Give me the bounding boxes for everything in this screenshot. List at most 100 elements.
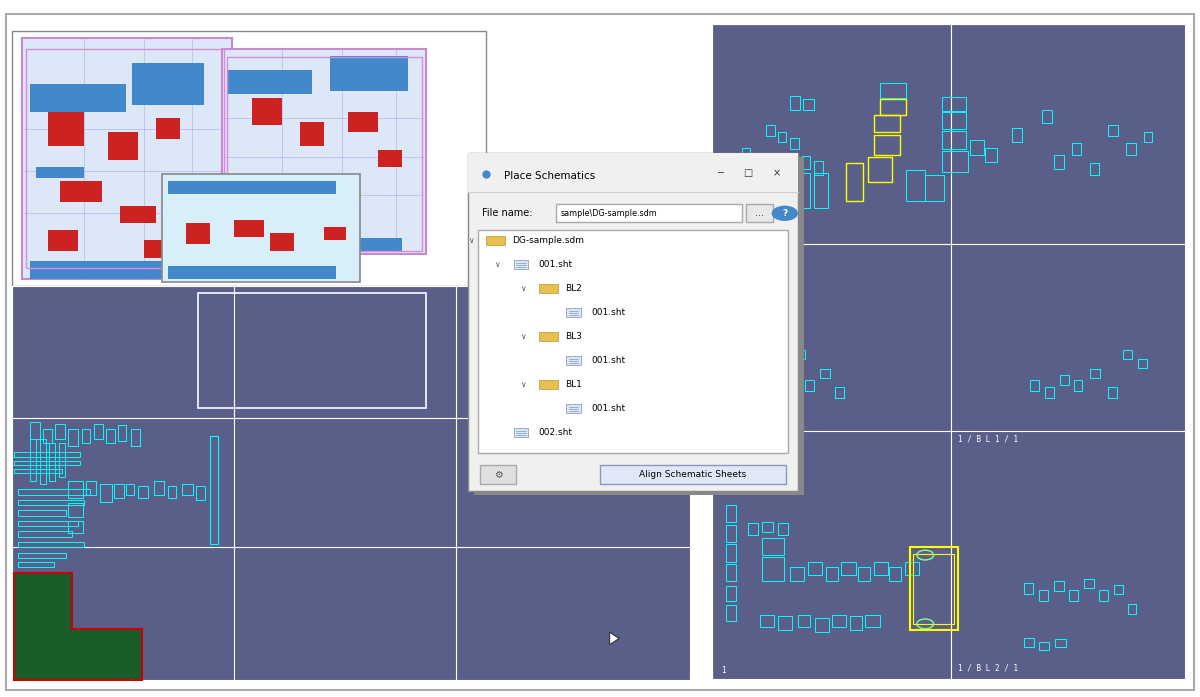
Bar — [114, 484, 124, 498]
Text: ?: ? — [782, 209, 787, 217]
Bar — [18, 500, 84, 505]
Bar — [186, 223, 210, 244]
Bar — [1126, 143, 1136, 155]
Bar — [1138, 359, 1147, 369]
Bar — [790, 95, 800, 109]
Bar — [1024, 583, 1033, 595]
Text: 001.sht: 001.sht — [592, 356, 625, 365]
Bar — [1054, 155, 1064, 169]
Bar — [49, 443, 55, 481]
Bar — [252, 98, 282, 125]
Text: 1 / B L 2 / 1: 1 / B L 2 / 1 — [958, 664, 1019, 673]
Bar — [1072, 143, 1081, 155]
Bar — [12, 31, 486, 286]
Bar — [814, 161, 823, 175]
Bar — [790, 567, 804, 581]
Text: 002.sht: 002.sht — [539, 428, 572, 437]
Bar — [26, 49, 224, 268]
Bar — [726, 525, 736, 542]
Text: Align Schematic Sheets: Align Schematic Sheets — [640, 470, 746, 479]
Bar — [30, 422, 40, 439]
Bar — [832, 615, 846, 627]
Bar — [132, 63, 204, 105]
Bar — [942, 151, 968, 172]
Bar — [22, 648, 36, 652]
Bar — [970, 140, 984, 155]
Bar — [778, 353, 787, 362]
Bar — [766, 125, 775, 136]
Bar — [1144, 132, 1152, 142]
Bar — [726, 505, 736, 522]
Text: 2: 2 — [721, 232, 726, 241]
Text: ─: ─ — [718, 168, 722, 178]
Bar — [144, 240, 186, 258]
Text: ∨: ∨ — [521, 380, 526, 389]
Bar — [22, 634, 36, 638]
Bar — [1099, 590, 1108, 601]
Bar — [1123, 350, 1132, 358]
Bar — [942, 132, 966, 149]
Bar — [942, 97, 966, 111]
Bar — [100, 484, 112, 502]
Bar — [1114, 585, 1123, 595]
Bar — [48, 230, 78, 251]
Bar — [18, 562, 54, 567]
Bar — [874, 135, 900, 155]
Bar — [22, 641, 36, 645]
Bar — [59, 443, 65, 477]
Bar — [131, 429, 140, 446]
Bar — [798, 615, 810, 627]
Bar — [18, 521, 78, 526]
Bar — [1090, 162, 1099, 175]
Bar — [43, 429, 52, 443]
Bar — [168, 486, 176, 498]
Bar — [726, 544, 736, 562]
Bar — [486, 236, 505, 245]
Bar — [1108, 388, 1117, 398]
Bar — [270, 233, 294, 251]
Bar — [468, 153, 798, 491]
Bar — [156, 118, 180, 139]
Bar — [880, 100, 906, 115]
Bar — [762, 557, 784, 581]
Text: 001.sht: 001.sht — [592, 404, 625, 413]
Bar — [726, 605, 736, 620]
Bar — [1074, 380, 1082, 391]
Bar — [1055, 639, 1066, 647]
Bar — [846, 163, 863, 201]
Bar — [154, 481, 164, 495]
Bar — [1054, 581, 1064, 591]
Bar — [841, 562, 856, 575]
Bar — [138, 486, 148, 498]
Bar — [12, 286, 690, 680]
Bar — [18, 489, 90, 495]
Bar — [324, 227, 346, 240]
Bar — [22, 620, 36, 624]
Bar — [196, 486, 205, 500]
Text: ∨: ∨ — [521, 284, 526, 293]
Bar — [1039, 642, 1049, 650]
Bar — [18, 553, 66, 558]
Bar — [348, 112, 378, 132]
Text: BL2: BL2 — [565, 284, 582, 293]
Bar — [22, 606, 36, 610]
Bar — [985, 148, 997, 162]
Bar — [68, 521, 83, 533]
Bar — [514, 260, 528, 268]
Bar — [210, 436, 218, 544]
Bar — [925, 175, 944, 201]
Bar — [826, 567, 838, 581]
Bar — [234, 220, 264, 237]
Bar — [778, 173, 792, 208]
Bar — [754, 156, 762, 169]
Bar — [726, 585, 736, 601]
Bar — [1030, 380, 1039, 391]
Bar — [22, 38, 232, 279]
Bar — [880, 83, 906, 98]
Bar — [1024, 638, 1034, 647]
Bar — [478, 230, 788, 453]
Text: ⚙: ⚙ — [493, 470, 503, 480]
Bar — [874, 115, 900, 132]
Bar — [1045, 388, 1054, 398]
Bar — [850, 617, 862, 630]
